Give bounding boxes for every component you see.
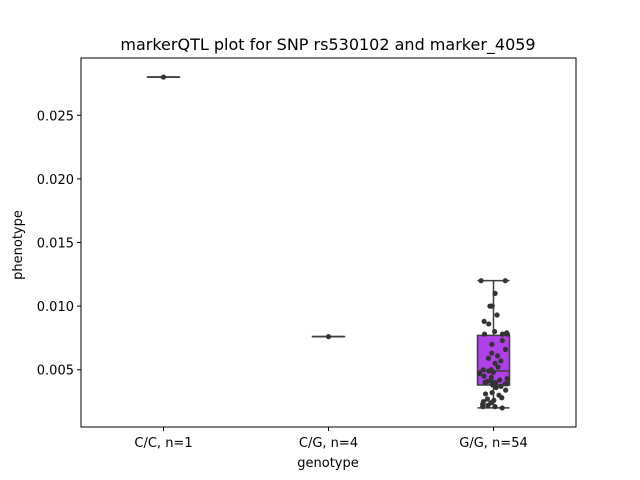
data-point	[492, 290, 498, 296]
x-tick-label: C/C, n=1	[134, 436, 192, 451]
data-point	[489, 390, 495, 396]
x-axis: C/C, n=1 C/G, n=4 G/G, n=54	[134, 427, 528, 451]
y-tick-label: 0.015	[37, 237, 74, 252]
data-point	[325, 334, 332, 340]
data-point	[499, 395, 505, 401]
data-point	[484, 396, 491, 402]
data-point	[482, 391, 489, 397]
chart-title: markerQTL plot for SNP rs530102 and mark…	[120, 35, 535, 55]
data-point	[502, 346, 509, 352]
data-point	[499, 405, 505, 411]
data-point	[480, 367, 486, 373]
data-point	[488, 374, 494, 380]
data-point	[160, 74, 167, 80]
x-axis-label: genotype	[297, 456, 358, 471]
data-point	[498, 383, 504, 389]
y-axis-label: phenotype	[11, 210, 26, 280]
data-point	[492, 328, 498, 335]
x-tick-label: G/G, n=54	[459, 436, 527, 451]
data-point	[492, 360, 498, 366]
data-point	[481, 331, 488, 337]
x-tick-label: C/G, n=4	[299, 436, 358, 451]
data-point	[486, 368, 492, 374]
data-point	[481, 318, 487, 324]
y-tick-label: 0.010	[37, 300, 74, 315]
y-tick-label: 0.025	[37, 109, 74, 124]
data-point	[493, 384, 499, 391]
data-point	[489, 341, 495, 347]
data-point	[503, 387, 509, 393]
data-point	[488, 400, 494, 406]
point-group	[160, 74, 510, 411]
y-tick-label: 0.020	[37, 173, 74, 188]
y-axis: 0.005 0.010 0.015 0.020 0.025	[37, 109, 81, 379]
data-point	[499, 337, 505, 344]
data-point	[481, 373, 487, 379]
data-point	[494, 312, 500, 318]
data-point	[498, 358, 504, 364]
data-point	[482, 379, 488, 386]
data-point	[489, 303, 495, 309]
y-tick-label: 0.005	[37, 364, 74, 379]
data-point	[485, 355, 492, 361]
data-point	[502, 381, 508, 387]
data-point	[486, 321, 492, 327]
data-point	[502, 278, 508, 284]
data-point	[480, 404, 486, 410]
data-point	[497, 377, 503, 383]
data-point	[476, 370, 483, 377]
data-point	[489, 350, 495, 356]
data-point	[504, 376, 510, 382]
data-point	[494, 353, 501, 359]
data-point	[504, 331, 510, 337]
data-point	[499, 331, 506, 337]
data-point	[495, 364, 501, 370]
data-point	[478, 278, 484, 284]
data-point	[492, 404, 498, 410]
data-point	[490, 369, 496, 375]
